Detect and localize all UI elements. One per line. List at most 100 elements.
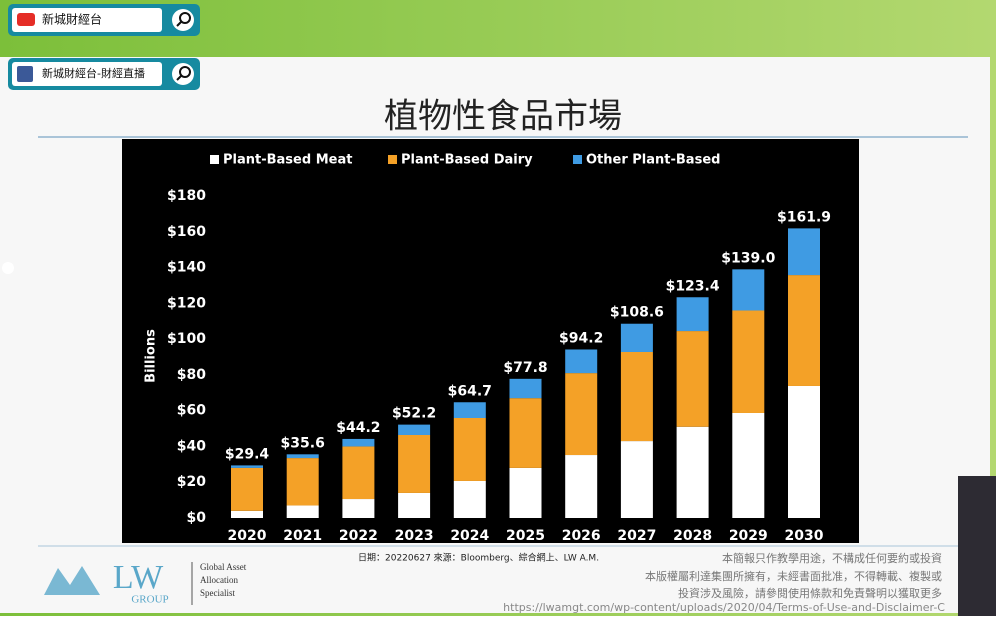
bar-segment xyxy=(342,438,375,447)
total-label: $35.6 xyxy=(281,435,325,451)
tagline: Allocation xyxy=(200,575,238,585)
disclaimer-url: https://lwamgt.com/wp-content/uploads/20… xyxy=(503,601,945,614)
bar-segment xyxy=(732,269,765,311)
bar-segment xyxy=(231,510,263,518)
total-label: $64.7 xyxy=(448,383,492,399)
bar-segment xyxy=(509,378,542,399)
search-glass xyxy=(179,66,191,78)
bar-segment xyxy=(788,228,820,276)
bar-segment xyxy=(620,323,653,352)
legend-label: Other Plant-Based xyxy=(586,153,720,168)
y-tick-label: $160 xyxy=(167,224,206,240)
total-label: $139.0 xyxy=(721,250,775,266)
x-tick-label: 2025 xyxy=(506,528,545,544)
x-tick-label: 2023 xyxy=(395,528,434,544)
bar-segment xyxy=(453,402,486,419)
search-icon xyxy=(172,9,194,31)
total-label: $108.6 xyxy=(610,305,664,321)
bar-segment xyxy=(398,434,431,493)
slide-title: 植物性食品市場 xyxy=(384,97,622,137)
x-tick-label: 2028 xyxy=(673,528,712,544)
facebook-icon xyxy=(17,66,33,82)
button-field xyxy=(12,8,162,32)
youtube-icon xyxy=(17,13,35,26)
bar-segment xyxy=(565,455,598,518)
x-tick-label: 2026 xyxy=(562,528,601,544)
bar-segment xyxy=(453,418,486,481)
total-label: $123.4 xyxy=(666,278,720,294)
search-icon xyxy=(172,63,194,85)
legend-swatch xyxy=(210,155,219,164)
bar-segment xyxy=(286,454,319,459)
youtube-button[interactable]: 新城財經台 xyxy=(8,4,200,36)
presenter-video xyxy=(958,476,996,616)
x-tick-label: 2022 xyxy=(339,528,378,544)
y-tick-label: $80 xyxy=(177,367,206,383)
bar-segment xyxy=(676,297,709,332)
bar-segment xyxy=(788,275,820,386)
legend-label: Plant-Based Dairy xyxy=(401,153,533,168)
logo-text: LW xyxy=(113,559,164,596)
source-note: 日期：20220627 來源：Bloomberg、綜合網上、LW A.M. xyxy=(358,552,599,564)
x-tick-label: 2021 xyxy=(283,528,322,544)
legend-swatch xyxy=(388,155,397,164)
bar-segment xyxy=(509,398,542,468)
y-tick-label: $120 xyxy=(167,295,206,311)
facebook-button[interactable]: 新城財經台-財經直播 xyxy=(8,58,200,90)
y-tick-label: $40 xyxy=(177,438,206,454)
bar-segment xyxy=(620,441,653,518)
bar-segment xyxy=(676,331,709,427)
logo-sub: GROUP xyxy=(131,594,168,606)
bar-segment xyxy=(732,412,765,518)
x-tick-label: 2024 xyxy=(450,528,489,544)
legend-label: Plant-Based Meat xyxy=(223,153,352,168)
y-tick-label: $0 xyxy=(187,510,207,526)
logo-mark xyxy=(44,566,100,595)
bar-segment xyxy=(231,465,263,468)
bar-segment xyxy=(398,492,431,518)
bar-segment xyxy=(565,373,598,456)
x-tick-label: 2030 xyxy=(785,528,824,544)
y-tick-label: $60 xyxy=(177,403,206,419)
button-field xyxy=(12,62,162,86)
bar-segment xyxy=(398,424,431,435)
y-tick-label: $180 xyxy=(167,188,206,204)
legend-swatch xyxy=(573,155,582,164)
x-tick-label: 2027 xyxy=(617,528,656,544)
bar-segment xyxy=(565,349,598,374)
bar-segment xyxy=(732,310,765,413)
bar-segment xyxy=(788,385,820,518)
bar-segment xyxy=(286,458,319,506)
total-label: $29.4 xyxy=(225,446,270,462)
bar-segment xyxy=(676,426,709,518)
x-tick-label: 2020 xyxy=(228,528,267,544)
x-tick-label: 2029 xyxy=(729,528,768,544)
y-tick-label: $140 xyxy=(167,260,206,276)
total-label: $161.9 xyxy=(777,209,831,225)
button-label: 新城財經台-財經直播 xyxy=(42,66,145,80)
disclaimer: 投資涉及風險，請參閱使用條款和免責聲明以獲取更多 xyxy=(678,586,942,600)
search-handle xyxy=(176,21,182,27)
total-label: $44.2 xyxy=(336,420,380,436)
bar-segment xyxy=(231,467,263,511)
total-label: $94.2 xyxy=(559,330,603,346)
disclaimer: 本簡報只作教學用途，不構成任何要約或投資 xyxy=(722,551,942,565)
total-label: $77.8 xyxy=(503,360,547,376)
bar-segment xyxy=(342,446,375,500)
y-axis-label: Billions xyxy=(144,329,159,383)
bar-segment xyxy=(342,499,375,518)
bar-segment xyxy=(286,505,319,518)
tagline: Specialist xyxy=(200,588,235,598)
y-tick-label: $20 xyxy=(177,474,206,490)
decor-dot xyxy=(2,262,14,274)
bar-segment xyxy=(620,351,653,442)
disclaimer: 本版權屬利達集團所擁有，未經書面批准，不得轉載、複製或 xyxy=(645,569,942,583)
search-glass xyxy=(179,12,191,24)
bar-segment xyxy=(509,467,542,518)
y-tick-label: $100 xyxy=(167,331,206,347)
search-handle xyxy=(176,75,182,81)
tagline: Global Asset xyxy=(200,562,247,572)
bar-segment xyxy=(453,480,486,518)
total-label: $52.2 xyxy=(392,406,436,422)
